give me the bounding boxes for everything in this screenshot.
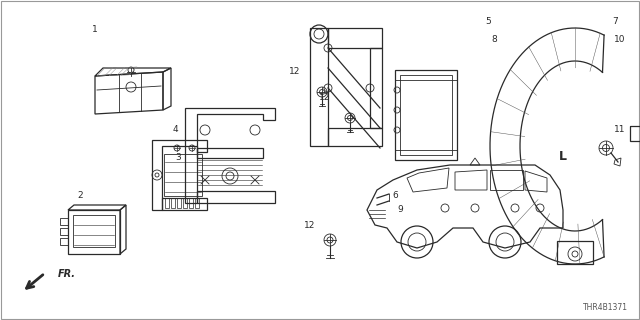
Bar — [164, 154, 202, 196]
Text: 12: 12 — [319, 93, 331, 102]
Text: 7: 7 — [612, 18, 618, 27]
Text: 6: 6 — [392, 190, 398, 199]
Text: 11: 11 — [614, 125, 626, 134]
Bar — [73, 215, 115, 247]
Text: 12: 12 — [289, 68, 301, 76]
Text: 4: 4 — [172, 125, 178, 134]
Text: 3: 3 — [175, 154, 181, 163]
Text: 8: 8 — [491, 36, 497, 44]
Text: L: L — [559, 149, 567, 163]
Text: FR.: FR. — [58, 269, 76, 279]
Text: 12: 12 — [304, 220, 316, 229]
Text: 9: 9 — [397, 205, 403, 214]
Text: 1: 1 — [92, 26, 98, 35]
Text: 5: 5 — [485, 18, 491, 27]
Text: 2: 2 — [77, 190, 83, 199]
Bar — [400, 75, 452, 155]
Text: THR4B1371: THR4B1371 — [583, 303, 628, 312]
Text: 10: 10 — [614, 36, 626, 44]
